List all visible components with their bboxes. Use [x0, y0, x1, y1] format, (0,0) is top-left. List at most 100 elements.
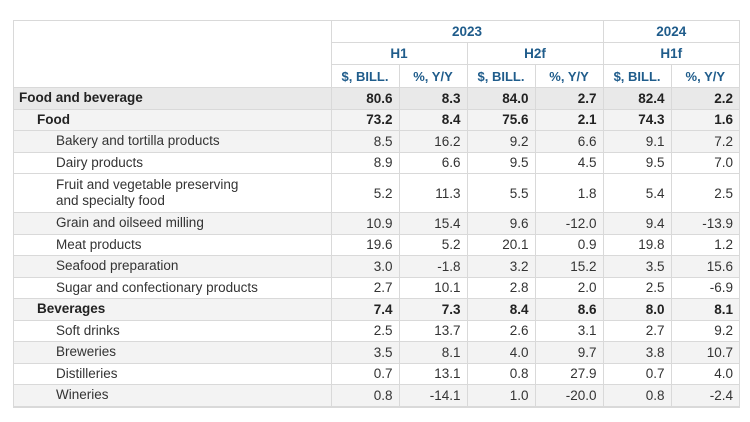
- cell: 15.4: [399, 212, 468, 235]
- unit-header: %, Y/Y: [535, 64, 604, 88]
- cell: 5.4: [603, 173, 672, 213]
- header-spacer: [14, 42, 332, 65]
- unit-header: $, BILL.: [467, 64, 536, 88]
- cell: 8.1: [671, 298, 740, 321]
- cell: 1.8: [535, 173, 604, 213]
- header-spacer: [14, 64, 332, 88]
- table-row-beverages: Beverages 7.4 7.3 8.4 8.6 8.0 8.1: [14, 298, 740, 321]
- cell: -14.1: [399, 384, 468, 407]
- cell: 2.8: [467, 277, 536, 299]
- row-label: Dairy products: [14, 152, 332, 174]
- cell: 1.2: [671, 234, 740, 256]
- table-row: Wineries 0.8 -14.1 1.0 -20.0 0.8 -2.4: [14, 384, 740, 407]
- cell: 2.7: [603, 320, 672, 342]
- cell: 9.6: [467, 212, 536, 235]
- table-row: Soft drinks 2.5 13.7 2.6 3.1 2.7 9.2: [14, 320, 740, 342]
- row-label: Breweries: [14, 341, 332, 364]
- cell: -6.9: [671, 277, 740, 299]
- cell: 2.5: [331, 320, 400, 342]
- cell: 16.2: [399, 130, 468, 153]
- cell: 8.3: [399, 87, 468, 110]
- unit-header: %, Y/Y: [399, 64, 468, 88]
- unit-header: $, BILL.: [603, 64, 672, 88]
- cell: 73.2: [331, 109, 400, 131]
- cell: 15.2: [535, 255, 604, 278]
- cell: 9.1: [603, 130, 672, 153]
- cell: 19.8: [603, 234, 672, 256]
- cell: 2.7: [331, 277, 400, 299]
- cell: -13.9: [671, 212, 740, 235]
- cell: 3.2: [467, 255, 536, 278]
- table-row-food: Food 73.2 8.4 75.6 2.1 74.3 1.6: [14, 109, 740, 131]
- cell: 19.6: [331, 234, 400, 256]
- cell: 10.7: [671, 341, 740, 364]
- table-row: Fruit and vegetable preserving and specia…: [14, 173, 740, 213]
- cell: 8.0: [603, 298, 672, 321]
- unit-header-row: $, BILL. %, Y/Y $, BILL. %, Y/Y $, BILL.…: [14, 64, 740, 88]
- cell: 4.0: [671, 363, 740, 385]
- cell: 7.0: [671, 152, 740, 174]
- cell: 0.8: [331, 384, 400, 407]
- row-label: Distilleries: [14, 363, 332, 385]
- cell: 84.0: [467, 87, 536, 110]
- cell: 0.8: [603, 384, 672, 407]
- cell: 13.7: [399, 320, 468, 342]
- cell: 82.4: [603, 87, 672, 110]
- cell: -20.0: [535, 384, 604, 407]
- half-header: H1f: [603, 42, 740, 65]
- cell: 3.0: [331, 255, 400, 278]
- header-spacer: [14, 21, 332, 43]
- cell: 3.5: [331, 341, 400, 364]
- cell: 2.6: [467, 320, 536, 342]
- cell: 9.4: [603, 212, 672, 235]
- cell: 7.4: [331, 298, 400, 321]
- row-label: Sugar and confectionary products: [14, 277, 332, 299]
- row-label: Bakery and tortilla products: [14, 130, 332, 153]
- table-row-food-and-beverage: Food and beverage 80.6 8.3 84.0 2.7 82.4…: [14, 87, 740, 110]
- table-row: Seafood preparation 3.0 -1.8 3.2 15.2 3.…: [14, 255, 740, 278]
- cell: 8.6: [535, 298, 604, 321]
- cell: 9.2: [467, 130, 536, 153]
- cell: 10.1: [399, 277, 468, 299]
- unit-header: %, Y/Y: [671, 64, 740, 88]
- cell: 80.6: [331, 87, 400, 110]
- row-label: Food and beverage: [14, 87, 332, 110]
- cell: 5.2: [331, 173, 400, 213]
- table-row: Sugar and confectionary products 2.7 10.…: [14, 277, 740, 299]
- row-label: Meat products: [14, 234, 332, 256]
- table-row: Meat products 19.6 5.2 20.1 0.9 19.8 1.2: [14, 234, 740, 256]
- cell: 13.1: [399, 363, 468, 385]
- row-label-line: Fruit and vegetable preserving: [56, 177, 239, 192]
- cell: 7.3: [399, 298, 468, 321]
- half-header-row: H1 H2f H1f: [14, 42, 740, 65]
- row-label: Food: [14, 109, 332, 131]
- cell: 4.0: [467, 341, 536, 364]
- cell: 1.6: [671, 109, 740, 131]
- cell: 20.1: [467, 234, 536, 256]
- cell: 7.2: [671, 130, 740, 153]
- cell: 15.6: [671, 255, 740, 278]
- cell: 27.9: [535, 363, 604, 385]
- cell: 2.5: [671, 173, 740, 213]
- cell: 0.8: [467, 363, 536, 385]
- data-table-container: 2023 2024 H1 H2f H1f $, BILL. %, Y/Y $, …: [13, 20, 740, 408]
- table-row: Grain and oilseed milling 10.9 15.4 9.6 …: [14, 212, 740, 235]
- table-row: Bakery and tortilla products 8.5 16.2 9.…: [14, 130, 740, 153]
- year-header: 2023: [331, 21, 604, 43]
- table-row: Breweries 3.5 8.1 4.0 9.7 3.8 10.7: [14, 341, 740, 364]
- cell: 3.5: [603, 255, 672, 278]
- cell: 2.1: [535, 109, 604, 131]
- cell: -1.8: [399, 255, 468, 278]
- cell: 8.1: [399, 341, 468, 364]
- half-header: H1: [331, 42, 468, 65]
- cell: 1.0: [467, 384, 536, 407]
- cell: 6.6: [399, 152, 468, 174]
- cell: 11.3: [399, 173, 468, 213]
- cell: 3.1: [535, 320, 604, 342]
- cell: -12.0: [535, 212, 604, 235]
- row-label: Wineries: [14, 384, 332, 407]
- cell: 74.3: [603, 109, 672, 131]
- cell: 0.7: [331, 363, 400, 385]
- cell: 5.5: [467, 173, 536, 213]
- row-label: Grain and oilseed milling: [14, 212, 332, 235]
